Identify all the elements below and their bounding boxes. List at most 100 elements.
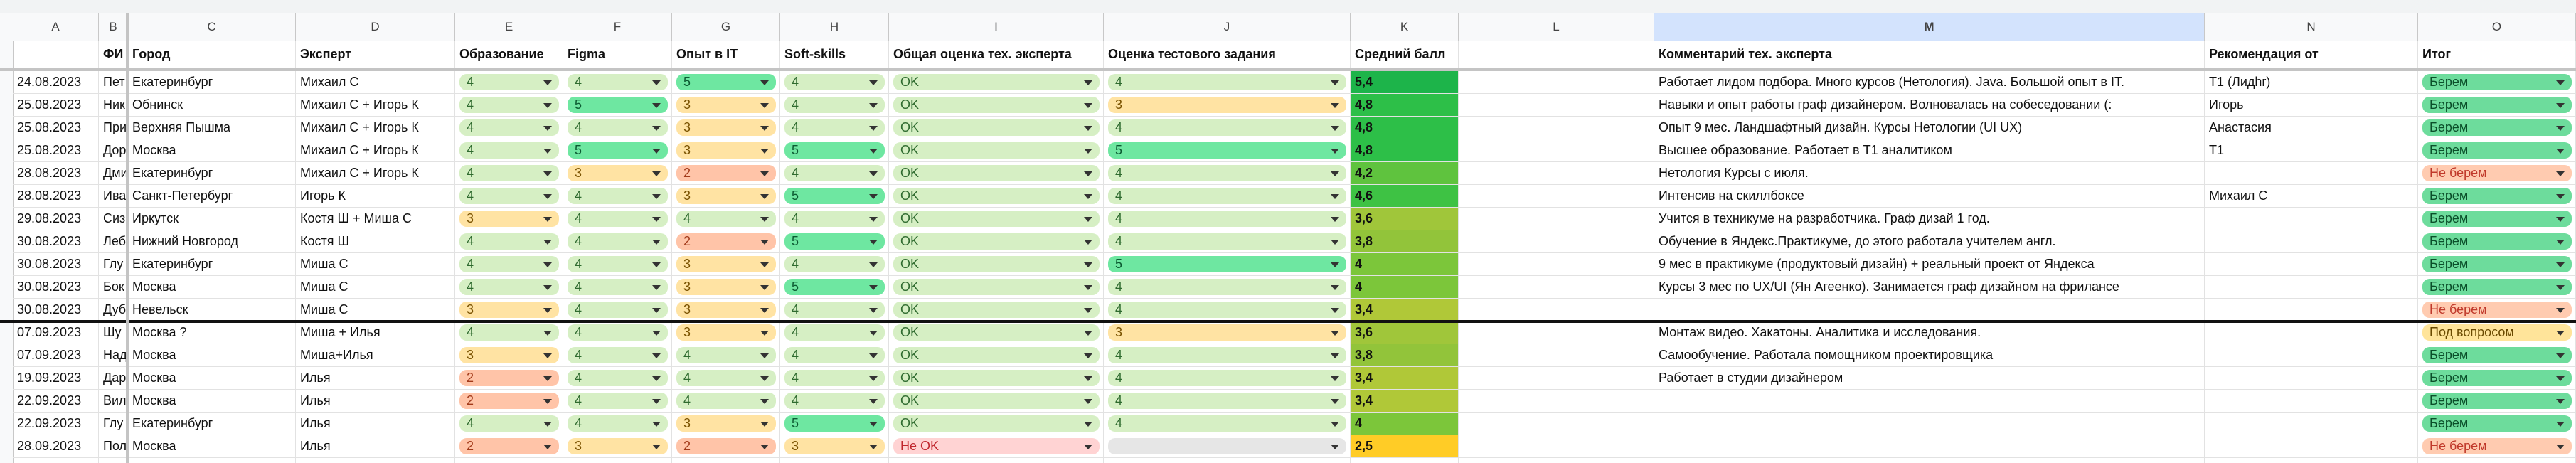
dropdown-chip[interactable]: 4 <box>1108 415 1346 432</box>
dropdown-chip[interactable]: 4 <box>1108 188 1346 204</box>
dropdown-chip[interactable]: Не берем <box>2422 438 2572 454</box>
dropdown-chip[interactable]: 4 <box>1108 279 1346 295</box>
dropdown-chip[interactable]: 5 <box>1108 142 1346 159</box>
dropdown-chip[interactable]: 3 <box>568 165 668 181</box>
dropdown-chip[interactable]: Берем <box>2422 142 2572 159</box>
dropdown-chip[interactable]: 2 <box>676 438 776 454</box>
dropdown-chip[interactable]: 5 <box>784 142 885 159</box>
dropdown-chip[interactable]: 4 <box>568 119 668 136</box>
dropdown-chip[interactable]: 3 <box>676 256 776 272</box>
dropdown-chip[interactable]: OK <box>893 256 1100 272</box>
dropdown-chip[interactable]: Берем <box>2422 415 2572 432</box>
dropdown-chip[interactable]: 4 <box>676 393 776 409</box>
dropdown-chip[interactable]: 4 <box>568 370 668 386</box>
dropdown-chip[interactable]: OK <box>893 302 1100 318</box>
dropdown-chip[interactable]: 3 <box>784 438 885 454</box>
dropdown-chip[interactable]: 4 <box>1108 119 1346 136</box>
dropdown-chip[interactable]: 4 <box>459 119 559 136</box>
dropdown-chip[interactable]: Берем <box>2422 211 2572 227</box>
dropdown-chip[interactable]: 4 <box>1108 233 1346 250</box>
dropdown-chip[interactable]: 5 <box>784 188 885 204</box>
dropdown-chip[interactable]: 4 <box>676 211 776 227</box>
dropdown-chip[interactable]: 4 <box>1108 370 1346 386</box>
dropdown-chip[interactable]: 4 <box>459 188 559 204</box>
dropdown-chip[interactable]: 4 <box>676 370 776 386</box>
dropdown-chip[interactable]: 4 <box>568 74 668 90</box>
dropdown-chip[interactable]: 4 <box>1108 211 1346 227</box>
dropdown-chip[interactable]: 4 <box>1108 74 1346 90</box>
dropdown-chip[interactable]: 4 <box>459 279 559 295</box>
dropdown-chip[interactable]: 5 <box>784 279 885 295</box>
dropdown-chip[interactable]: 4 <box>568 279 668 295</box>
dropdown-chip[interactable]: 4 <box>784 256 885 272</box>
dropdown-chip[interactable]: 4 <box>459 142 559 159</box>
dropdown-chip[interactable]: OK <box>893 370 1100 386</box>
dropdown-chip[interactable]: 2 <box>459 438 559 454</box>
dropdown-chip[interactable]: Берем <box>2422 393 2572 409</box>
dropdown-chip[interactable]: OK <box>893 97 1100 113</box>
dropdown-chip[interactable]: 3 <box>568 438 668 454</box>
dropdown-chip[interactable]: 3 <box>676 188 776 204</box>
dropdown-chip[interactable]: 4 <box>784 347 885 363</box>
dropdown-chip[interactable]: 4 <box>568 302 668 318</box>
dropdown-chip[interactable]: 4 <box>676 347 776 363</box>
dropdown-chip[interactable]: 2 <box>459 370 559 386</box>
dropdown-chip[interactable]: 4 <box>459 165 559 181</box>
dropdown-chip[interactable] <box>1108 438 1346 454</box>
dropdown-chip[interactable]: 4 <box>568 211 668 227</box>
dropdown-chip[interactable]: 3 <box>676 415 776 432</box>
dropdown-chip[interactable]: 5 <box>784 415 885 432</box>
dropdown-chip[interactable]: 3 <box>676 97 776 113</box>
dropdown-chip[interactable]: 4 <box>568 415 668 432</box>
dropdown-chip[interactable]: 2 <box>459 393 559 409</box>
dropdown-chip[interactable]: 5 <box>568 142 668 159</box>
dropdown-chip[interactable]: 4 <box>784 393 885 409</box>
dropdown-chip[interactable]: OK <box>893 165 1100 181</box>
dropdown-chip[interactable]: Под вопросом <box>2422 324 2572 341</box>
dropdown-chip[interactable]: 4 <box>568 256 668 272</box>
dropdown-chip[interactable]: OK <box>893 233 1100 250</box>
dropdown-chip[interactable]: Берем <box>2422 97 2572 113</box>
dropdown-chip[interactable]: 4 <box>459 74 559 90</box>
dropdown-chip[interactable]: Берем <box>2422 370 2572 386</box>
dropdown-chip[interactable]: 3 <box>459 302 559 318</box>
dropdown-chip[interactable]: 4 <box>784 324 885 341</box>
dropdown-chip[interactable]: 4 <box>568 233 668 250</box>
dropdown-chip[interactable]: 4 <box>1108 393 1346 409</box>
dropdown-chip[interactable]: 4 <box>784 370 885 386</box>
dropdown-chip[interactable]: 3 <box>676 279 776 295</box>
dropdown-chip[interactable]: Не берем <box>2422 165 2572 181</box>
dropdown-chip[interactable]: 3 <box>676 302 776 318</box>
dropdown-chip[interactable]: Берем <box>2422 233 2572 250</box>
dropdown-chip[interactable]: 3 <box>1108 324 1346 341</box>
dropdown-chip[interactable]: 4 <box>568 393 668 409</box>
dropdown-chip[interactable]: 4 <box>459 415 559 432</box>
dropdown-chip[interactable]: OK <box>893 74 1100 90</box>
dropdown-chip[interactable]: OK <box>893 393 1100 409</box>
dropdown-chip[interactable]: OK <box>893 415 1100 432</box>
dropdown-chip[interactable]: OK <box>893 211 1100 227</box>
dropdown-chip[interactable]: OK <box>893 142 1100 159</box>
dropdown-chip[interactable]: Берем <box>2422 119 2572 136</box>
dropdown-chip[interactable]: Берем <box>2422 347 2572 363</box>
dropdown-chip[interactable]: 4 <box>1108 165 1346 181</box>
dropdown-chip[interactable]: 3 <box>676 324 776 341</box>
dropdown-chip[interactable]: 4 <box>459 256 559 272</box>
dropdown-chip[interactable]: OK <box>893 119 1100 136</box>
dropdown-chip[interactable]: 4 <box>784 211 885 227</box>
dropdown-chip[interactable]: 4 <box>1108 347 1346 363</box>
dropdown-chip[interactable]: 5 <box>676 74 776 90</box>
dropdown-chip[interactable]: 3 <box>459 347 559 363</box>
dropdown-chip[interactable]: OK <box>893 188 1100 204</box>
dropdown-chip[interactable]: Берем <box>2422 74 2572 90</box>
dropdown-chip[interactable]: 5 <box>568 97 668 113</box>
dropdown-chip[interactable]: 3 <box>1108 97 1346 113</box>
dropdown-chip[interactable]: 5 <box>1108 256 1346 272</box>
dropdown-chip[interactable]: 5 <box>784 233 885 250</box>
dropdown-chip[interactable]: 4 <box>784 165 885 181</box>
dropdown-chip[interactable]: 4 <box>784 119 885 136</box>
dropdown-chip[interactable]: 4 <box>459 97 559 113</box>
dropdown-chip[interactable]: 4 <box>568 188 668 204</box>
dropdown-chip[interactable]: Берем <box>2422 188 2572 204</box>
dropdown-chip[interactable]: 4 <box>784 97 885 113</box>
